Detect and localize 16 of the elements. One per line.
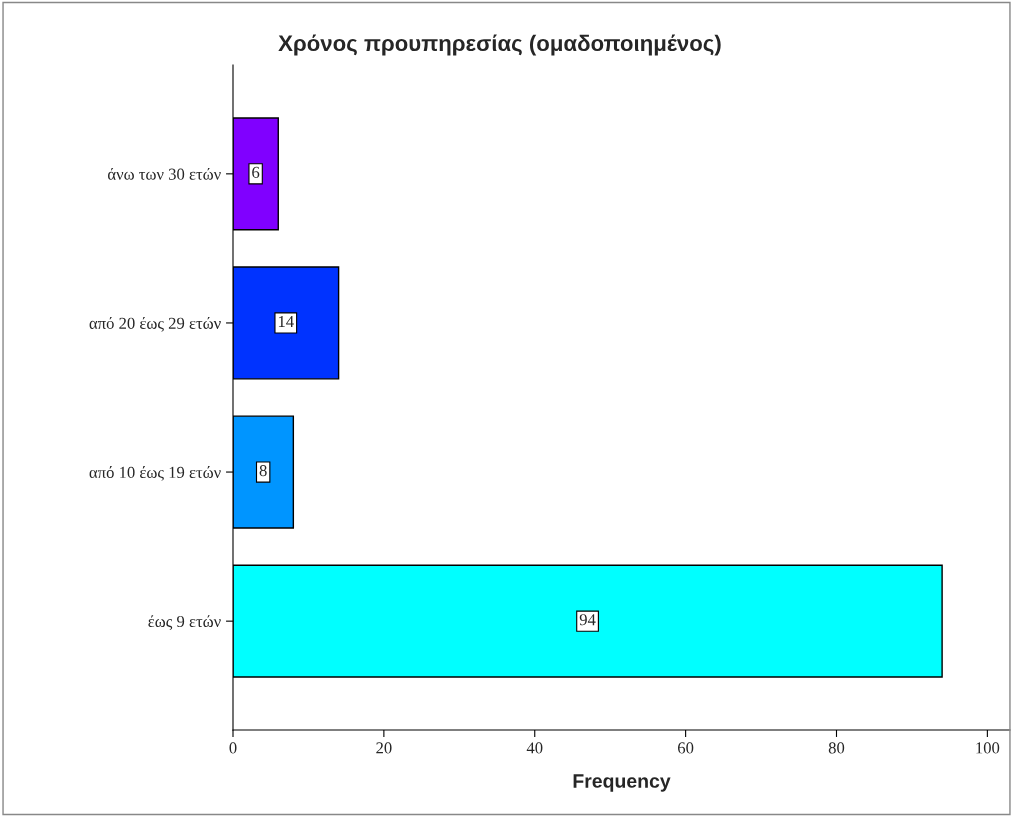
- x-tick-label: 100: [976, 742, 1000, 754]
- y-tick-label: άνω των 30 ετών: [108, 167, 221, 180]
- data-label: 94: [579, 614, 596, 626]
- data-label: 14: [278, 315, 294, 327]
- data-label: 8: [259, 464, 267, 477]
- x-tick-label: 40: [526, 742, 543, 754]
- y-tick-label: από 20 έως 29 ετών: [89, 316, 221, 332]
- x-axis-title: Frequency: [573, 774, 671, 792]
- chart-title: Χρόνος προυπηρεσίας (ομαδοποιημένος): [278, 34, 721, 56]
- y-tick-label: από 10 έως 19 ετών: [89, 466, 221, 481]
- x-tick-label: 80: [828, 742, 845, 754]
- x-tick-label: 0: [229, 742, 237, 754]
- x-tick-label: 20: [376, 742, 392, 754]
- data-label: 6: [252, 166, 260, 179]
- x-tick-label: 60: [678, 742, 694, 754]
- y-tick-label: έως 9 ετών: [148, 615, 221, 630]
